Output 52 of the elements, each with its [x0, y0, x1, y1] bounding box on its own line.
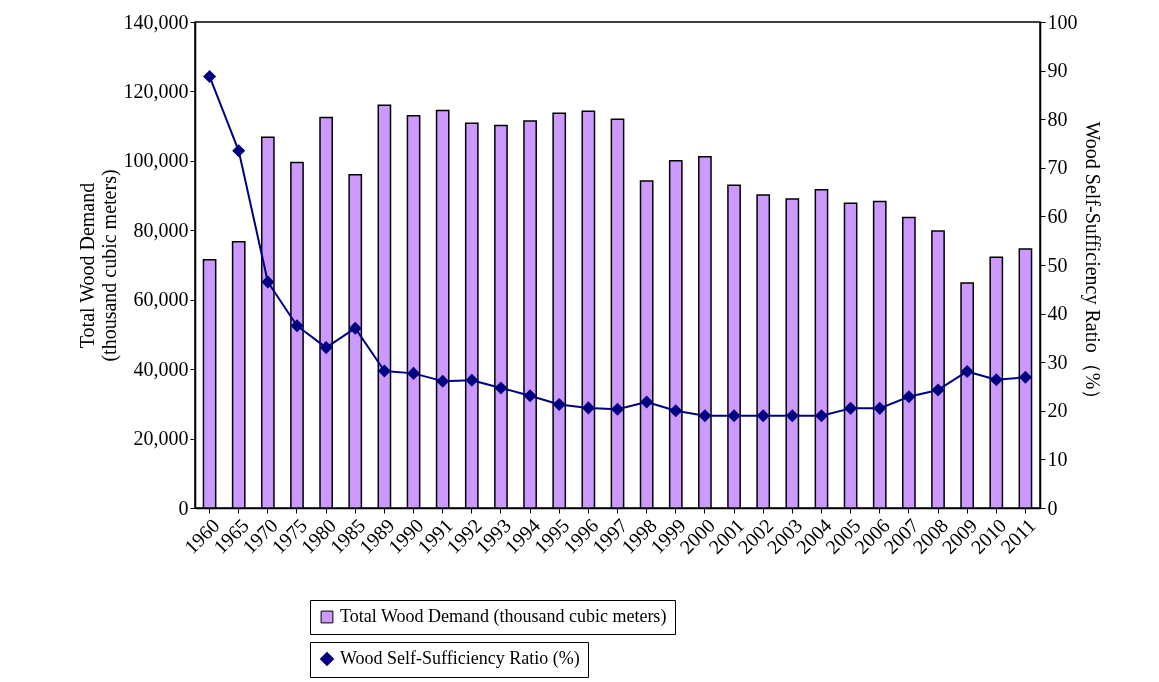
point	[669, 404, 683, 418]
y2-tick-label: 60	[1047, 204, 1068, 227]
point	[960, 364, 974, 378]
point	[989, 373, 1003, 387]
point	[581, 401, 595, 415]
y2-tick-label: 0	[1047, 496, 1058, 519]
y2-tick-label: 30	[1047, 350, 1068, 373]
point	[377, 364, 391, 378]
y2-tick-label: 70	[1047, 156, 1068, 179]
point	[523, 389, 537, 403]
y2-tick-label: 90	[1047, 59, 1068, 82]
y-tick-label: 80,000	[133, 218, 189, 241]
y-tick-label: 100,000	[123, 149, 189, 172]
point	[290, 319, 304, 333]
point	[407, 366, 421, 380]
y-tick-label: 120,000	[123, 79, 189, 102]
point	[902, 390, 916, 404]
point	[873, 401, 887, 415]
point	[727, 409, 741, 423]
y-tick-label: 60,000	[133, 288, 189, 311]
point	[814, 409, 828, 423]
point	[698, 409, 712, 423]
y-tick-label: 20,000	[133, 427, 189, 450]
point	[436, 374, 450, 388]
point	[494, 381, 508, 395]
point	[844, 401, 858, 415]
y2-tick-label: 100	[1047, 10, 1078, 33]
y2-tick-label: 10	[1047, 447, 1068, 470]
point	[319, 341, 333, 355]
y-axis-title: Total Wood Demand (thousand cubic meters)	[75, 169, 121, 362]
y2-tick-label: 40	[1047, 302, 1068, 325]
legend-label: Wood Self-Sufficiency Ratio (%)	[340, 648, 580, 669]
point	[1018, 370, 1032, 384]
point	[232, 144, 246, 158]
legend-label: Total Wood Demand (thousand cubic meters)	[340, 606, 667, 627]
y-tick-label: 0	[178, 496, 189, 519]
point	[552, 397, 566, 411]
point	[203, 69, 217, 83]
point	[931, 383, 945, 397]
point	[261, 275, 275, 289]
point	[756, 409, 770, 423]
point	[610, 402, 625, 416]
y2-axis-title: Wood Self-Sufficiency Ratio（%）	[1080, 121, 1104, 410]
y-tick-label: 40,000	[133, 357, 189, 380]
point	[348, 321, 362, 335]
y2-tick-label: 80	[1047, 107, 1068, 130]
y2-tick-label: 50	[1047, 253, 1068, 276]
y2-tick-label: 20	[1047, 399, 1068, 422]
point	[640, 395, 654, 409]
point	[785, 409, 799, 423]
y-tick-label: 140,000	[123, 10, 189, 33]
point	[465, 373, 479, 387]
